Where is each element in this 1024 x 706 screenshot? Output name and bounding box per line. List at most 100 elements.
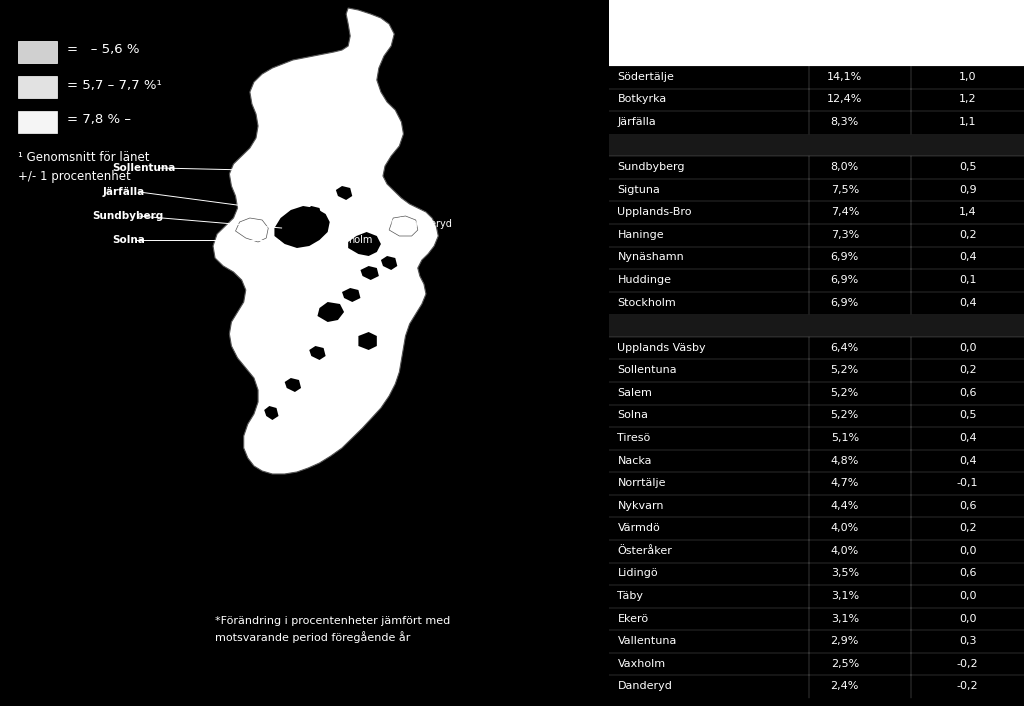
- Text: 12,4%: 12,4%: [827, 95, 862, 104]
- Text: Nacka: Nacka: [617, 455, 652, 465]
- Bar: [609, 201, 1024, 224]
- Polygon shape: [342, 288, 360, 302]
- Text: Huddinge: Huddinge: [617, 275, 672, 285]
- Text: =   – 5,6 %: = – 5,6 %: [67, 44, 139, 56]
- Text: 0,6: 0,6: [958, 568, 977, 578]
- Polygon shape: [317, 302, 344, 322]
- Text: holm: holm: [348, 235, 373, 245]
- Text: 0,9: 0,9: [958, 185, 977, 195]
- Bar: [609, 0, 1024, 66]
- Text: 0,2: 0,2: [958, 230, 977, 240]
- Text: 1,1: 1,1: [958, 117, 977, 127]
- Polygon shape: [348, 232, 381, 256]
- Text: -0,1: -0,1: [957, 478, 978, 488]
- Text: 8,0%: 8,0%: [830, 162, 859, 172]
- Polygon shape: [389, 216, 418, 236]
- Polygon shape: [213, 8, 438, 474]
- Text: Södertälje: Södertälje: [617, 72, 675, 82]
- Bar: [609, 427, 1024, 450]
- Bar: [609, 179, 1024, 201]
- Polygon shape: [336, 186, 352, 200]
- Text: 2,9%: 2,9%: [830, 636, 859, 646]
- Text: 0,4: 0,4: [958, 297, 977, 308]
- Bar: [609, 292, 1024, 314]
- Text: 14,1%: 14,1%: [827, 72, 862, 82]
- Text: 5,2%: 5,2%: [830, 388, 859, 398]
- Text: 0,0: 0,0: [958, 342, 977, 353]
- Text: 0,5: 0,5: [958, 410, 977, 420]
- Text: 0,0: 0,0: [958, 546, 977, 556]
- Bar: [609, 224, 1024, 246]
- Text: Salem: Salem: [617, 388, 652, 398]
- Bar: [609, 133, 1024, 156]
- Text: Stockholm: Stockholm: [617, 297, 676, 308]
- Bar: [609, 653, 1024, 676]
- Text: Järfälla: Järfälla: [617, 117, 656, 127]
- Bar: [609, 269, 1024, 292]
- Bar: [18, 111, 57, 133]
- Text: 0,2: 0,2: [958, 365, 977, 376]
- Text: 1,0: 1,0: [958, 72, 977, 82]
- Text: Solna: Solna: [617, 410, 648, 420]
- Text: 1,4: 1,4: [958, 208, 977, 217]
- Text: Österåker: Österåker: [617, 546, 673, 556]
- Text: 0,4: 0,4: [958, 433, 977, 443]
- Text: 0,0: 0,0: [958, 614, 977, 623]
- Text: 0,3: 0,3: [958, 636, 977, 646]
- Text: = 7,8 % –: = 7,8 % –: [67, 114, 131, 126]
- Bar: [609, 382, 1024, 405]
- Bar: [609, 585, 1024, 608]
- Text: 0,2: 0,2: [958, 523, 977, 533]
- Text: Nynäshamn: Nynäshamn: [617, 253, 684, 263]
- Text: 0,4: 0,4: [958, 253, 977, 263]
- Bar: [609, 359, 1024, 382]
- Text: 6,9%: 6,9%: [830, 253, 859, 263]
- Polygon shape: [360, 266, 379, 280]
- Text: 0,1: 0,1: [958, 275, 977, 285]
- Text: 4,7%: 4,7%: [830, 478, 859, 488]
- Text: sö: sö: [331, 224, 341, 232]
- Bar: [609, 472, 1024, 495]
- Text: 7,4%: 7,4%: [830, 208, 859, 217]
- Text: Up: Up: [328, 146, 341, 156]
- Bar: [18, 41, 57, 63]
- Bar: [609, 630, 1024, 653]
- Text: 1,2: 1,2: [958, 95, 977, 104]
- Bar: [609, 246, 1024, 269]
- Text: Sundbyberg: Sundbyberg: [617, 162, 685, 172]
- Text: Norrtälje: Norrtälje: [617, 478, 666, 488]
- Text: 5,2%: 5,2%: [830, 410, 859, 420]
- Text: *Förändring i procentenheter jämfört med
motsvarande period föregående år: *Förändring i procentenheter jämfört med…: [215, 616, 451, 643]
- Text: 7,5%: 7,5%: [830, 185, 859, 195]
- Text: Lidingö: Lidingö: [369, 217, 404, 227]
- Text: 3,1%: 3,1%: [830, 591, 859, 601]
- Text: 4,0%: 4,0%: [830, 523, 859, 533]
- Text: 6,9%: 6,9%: [830, 297, 859, 308]
- Text: 6,9%: 6,9%: [830, 275, 859, 285]
- Text: 0,0: 0,0: [958, 591, 977, 601]
- Bar: [609, 405, 1024, 427]
- Text: 4,0%: 4,0%: [830, 546, 859, 556]
- Text: 0,6: 0,6: [958, 388, 977, 398]
- Text: 0,4: 0,4: [958, 455, 977, 465]
- Text: -0,2: -0,2: [956, 659, 979, 669]
- Text: Botkyrka: Botkyrka: [617, 95, 667, 104]
- Text: Haninge: Haninge: [617, 230, 665, 240]
- Text: Vaxholm: Vaxholm: [617, 659, 666, 669]
- Text: Upplands Väsby: Upplands Väsby: [617, 342, 707, 353]
- Polygon shape: [236, 218, 268, 242]
- Text: Eke: Eke: [241, 222, 257, 230]
- Text: 7,3%: 7,3%: [830, 230, 859, 240]
- Bar: [609, 517, 1024, 540]
- Text: 5,1%: 5,1%: [830, 433, 859, 443]
- Text: 4,4%: 4,4%: [830, 501, 859, 510]
- Text: Danderyd: Danderyd: [404, 219, 453, 229]
- Text: 2,4%: 2,4%: [830, 681, 859, 691]
- Text: Danderyd: Danderyd: [617, 681, 673, 691]
- Text: Sollentuna: Sollentuna: [113, 163, 176, 173]
- Text: 0,5: 0,5: [958, 162, 977, 172]
- Text: 3,1%: 3,1%: [830, 614, 859, 623]
- Bar: [609, 563, 1024, 585]
- Bar: [609, 111, 1024, 133]
- Polygon shape: [274, 206, 330, 248]
